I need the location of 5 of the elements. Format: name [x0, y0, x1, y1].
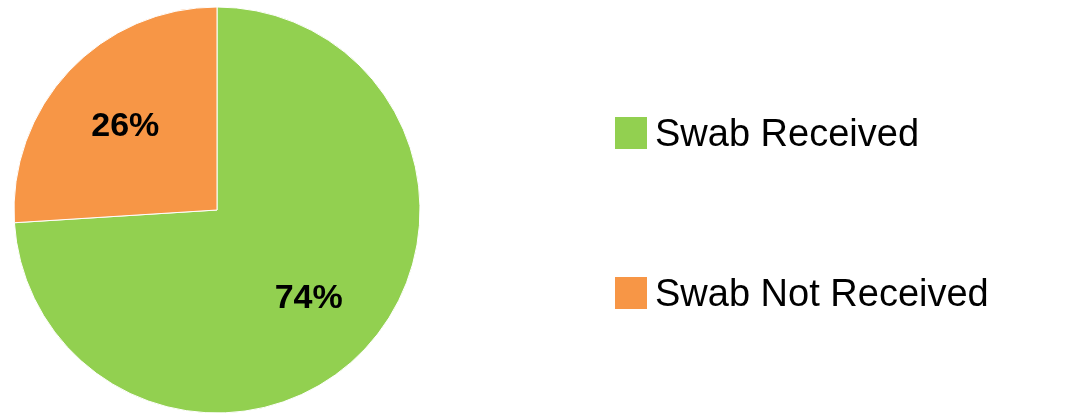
data-label: 74% — [274, 277, 343, 316]
legend-label: Swab Not Received — [655, 272, 989, 314]
pie-slice — [13, 6, 421, 414]
legend-label: Swab Received — [655, 112, 920, 154]
data-label: 26% — [91, 104, 160, 143]
